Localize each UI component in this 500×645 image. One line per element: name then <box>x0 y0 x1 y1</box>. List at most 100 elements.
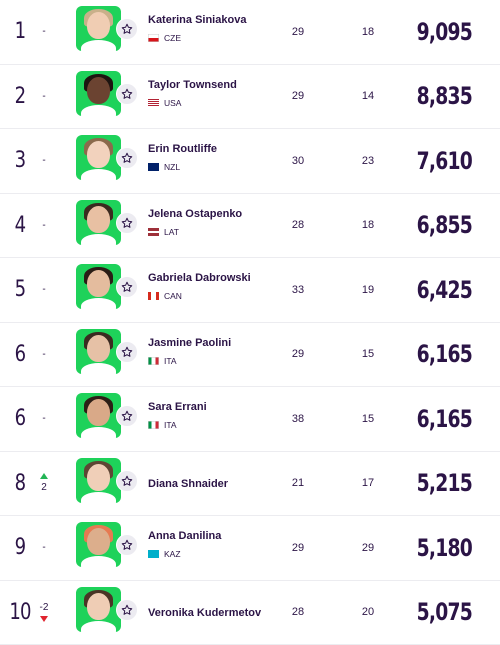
player-country: ITA <box>148 420 177 430</box>
tournaments-played: 21 <box>291 477 305 490</box>
player-avatar[interactable] <box>76 199 121 245</box>
movement-value: - <box>42 155 46 167</box>
player-name[interactable]: Anna Danilina <box>148 530 222 542</box>
country-code: USA <box>164 97 182 108</box>
favorite-star-icon[interactable] <box>116 534 138 556</box>
rank-movement: - <box>34 516 54 580</box>
country-code: KAZ <box>164 549 181 559</box>
favorite-star-icon[interactable] <box>116 82 138 105</box>
player-name[interactable]: Jelena Ostapenko <box>148 207 243 220</box>
ranking-row-10[interactable]: 10 -2 Veronika Kudermetov 28 20 5,075 <box>0 581 500 645</box>
country-flag-icon <box>148 292 159 300</box>
country-code: CAN <box>164 291 182 301</box>
player-name[interactable]: Gabriela Dabrowski <box>148 272 251 284</box>
player-avatar[interactable] <box>76 393 121 438</box>
ranking-row-1[interactable]: 1 - Katerina Siniakova CZE 29 18 9,095 <box>0 0 500 65</box>
favorite-star-icon[interactable] <box>116 405 138 427</box>
player-name[interactable]: Jasmine Paolini <box>148 336 232 349</box>
country-code: ITA <box>164 355 177 366</box>
rank-movement: 2 <box>34 452 54 516</box>
rank-number: 9 <box>14 535 26 561</box>
player-avatar[interactable] <box>76 264 121 309</box>
triangle-up-icon <box>40 473 48 480</box>
country-flag-icon <box>148 98 159 107</box>
player-country: CAN <box>148 291 182 301</box>
rank-number: 4 <box>14 212 26 238</box>
country-code: ITA <box>164 420 177 430</box>
country-flag-icon <box>148 356 159 365</box>
country-flag-icon <box>148 34 159 42</box>
country-flag-icon <box>148 227 159 236</box>
triangle-down-icon <box>40 616 48 623</box>
favorite-star-icon[interactable] <box>116 469 138 492</box>
favorite-star-icon[interactable] <box>116 276 138 298</box>
dropping-value: 19 <box>361 283 375 296</box>
player-avatar[interactable] <box>76 6 121 51</box>
player-avatar[interactable] <box>76 457 121 503</box>
player-country: USA <box>148 98 181 108</box>
favorite-star-icon[interactable] <box>116 598 138 621</box>
rank-movement: -2 <box>34 581 54 645</box>
ranking-row-8[interactable]: 8 2 Diana Shnaider 21 17 5,215 <box>0 452 500 516</box>
rank-number: 5 <box>14 277 26 303</box>
movement-value: - <box>42 413 46 425</box>
country-flag-icon <box>148 163 159 171</box>
player-country: KAZ <box>148 549 181 559</box>
player-name[interactable]: Sara Errani <box>148 401 207 413</box>
ranking-row-2[interactable]: 2 - Taylor Townsend USA 29 14 8,835 <box>0 65 500 129</box>
ranking-row-7[interactable]: 6 - Sara Errani ITA 38 15 6,165 <box>0 387 500 452</box>
tournaments-played: 38 <box>291 412 305 425</box>
movement-value: - <box>42 348 46 360</box>
player-avatar[interactable] <box>76 70 121 116</box>
tournaments-played: 30 <box>291 154 305 167</box>
player-country: NZL <box>148 162 180 172</box>
player-avatar[interactable] <box>76 135 121 180</box>
movement-value: - <box>42 542 46 554</box>
movement-value: - <box>42 219 46 231</box>
player-avatar[interactable] <box>76 522 121 567</box>
movement-value: -2 <box>39 602 49 614</box>
ranking-points: 6,165 <box>416 404 473 433</box>
ranking-row-6[interactable]: 6 - Jasmine Paolini ITA 29 15 6,165 <box>0 323 500 387</box>
ranking-points: 5,075 <box>416 598 473 627</box>
favorite-star-icon[interactable] <box>116 211 138 234</box>
ranking-row-9[interactable]: 9 - Anna Danilina KAZ 29 29 5,180 <box>0 516 500 581</box>
rank-movement: - <box>34 0 54 64</box>
ranking-points: 6,165 <box>416 340 473 369</box>
tournaments-played: 29 <box>291 25 305 38</box>
rank-number: 8 <box>14 470 26 496</box>
rank-number: 6 <box>14 406 26 432</box>
player-country: CZE <box>148 33 181 43</box>
dropping-value: 20 <box>361 606 375 619</box>
movement-value: 2 <box>41 482 47 494</box>
ranking-row-5[interactable]: 5 - Gabriela Dabrowski CAN 33 19 6,425 <box>0 258 500 323</box>
dropping-value: 18 <box>361 219 375 232</box>
tournaments-played: 28 <box>291 606 305 619</box>
player-name[interactable]: Katerina Siniakova <box>148 14 247 26</box>
rank-movement: - <box>34 387 54 451</box>
favorite-star-icon[interactable] <box>116 340 138 363</box>
dropping-value: 17 <box>361 477 375 490</box>
rank-movement: - <box>34 258 54 322</box>
tournaments-played: 28 <box>291 219 305 232</box>
ranking-points: 6,425 <box>416 275 473 304</box>
rank-movement: - <box>34 323 54 387</box>
player-avatar[interactable] <box>76 586 121 632</box>
dropping-value: 15 <box>361 348 375 361</box>
ranking-row-3[interactable]: 3 - Erin Routliffe NZL 30 23 7,610 <box>0 129 500 194</box>
movement-value: - <box>42 284 46 296</box>
rank-movement: - <box>34 129 54 193</box>
player-name[interactable]: Taylor Townsend <box>148 78 237 91</box>
favorite-star-icon[interactable] <box>116 147 138 169</box>
player-avatar[interactable] <box>76 328 121 374</box>
player-name[interactable]: Diana Shnaider <box>148 477 229 490</box>
player-name[interactable]: Veronika Kudermetov <box>148 606 262 619</box>
country-code: NZL <box>164 162 181 172</box>
country-code: CZE <box>164 33 181 43</box>
player-country: LAT <box>148 227 179 237</box>
ranking-row-4[interactable]: 4 - Jelena Ostapenko LAT 28 18 6,855 <box>0 194 500 258</box>
player-name[interactable]: Erin Routliffe <box>148 143 218 155</box>
movement-value: - <box>42 26 46 38</box>
favorite-star-icon[interactable] <box>116 18 138 40</box>
rank-number: 1 <box>14 19 26 45</box>
